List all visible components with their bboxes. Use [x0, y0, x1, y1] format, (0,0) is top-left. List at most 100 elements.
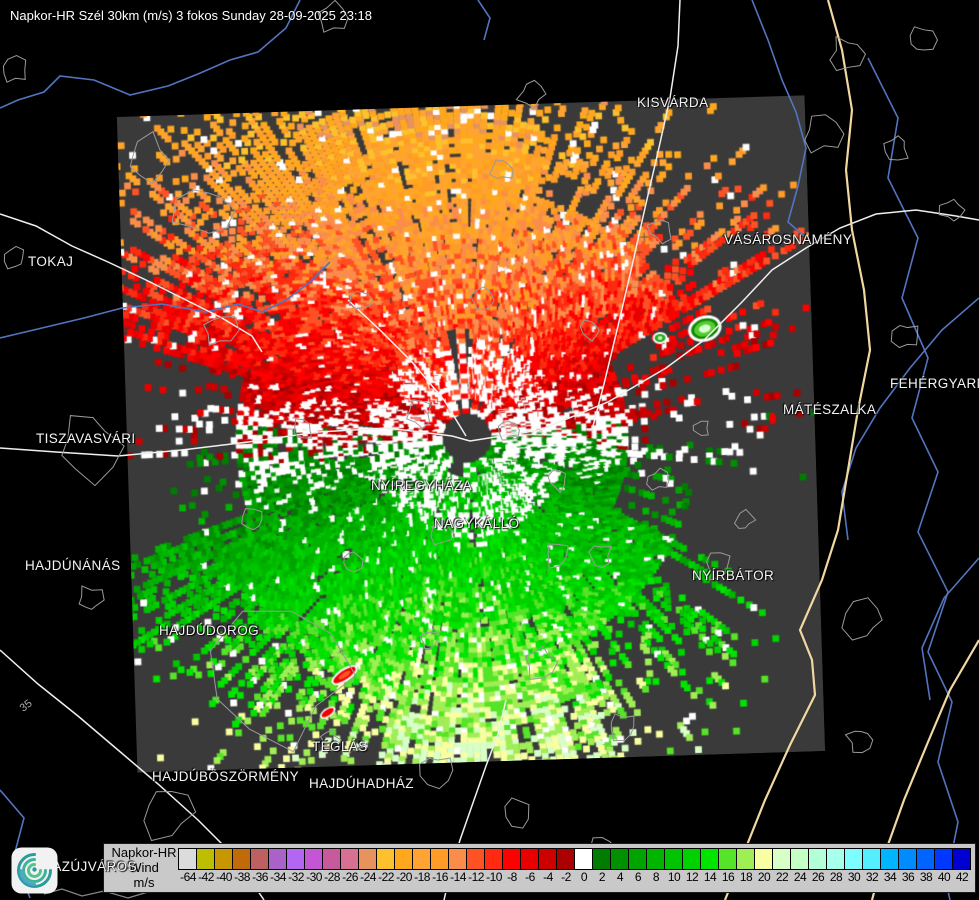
legend-box: [574, 848, 593, 870]
legend-value: -20: [396, 870, 412, 884]
weather-service-logo: [11, 847, 58, 899]
legend-unit: m/s: [133, 875, 155, 890]
legend-box: [808, 848, 827, 870]
legend-value: -12: [468, 870, 484, 884]
legend-box: [790, 848, 809, 870]
legend-color-boxes: [178, 848, 971, 870]
legend-value: -64: [180, 870, 196, 884]
legend-box: [952, 848, 971, 870]
legend-value: -8: [507, 870, 517, 884]
legend-box: [484, 848, 503, 870]
city-label: HAJDÚHADHÁZ: [309, 776, 414, 791]
map-line: [61, 415, 125, 487]
legend-box: [664, 848, 683, 870]
legend-value: 16: [721, 870, 735, 884]
legend-box: [934, 848, 953, 870]
map-line: [844, 730, 874, 754]
legend-box: [376, 848, 395, 870]
legend-box: [844, 848, 863, 870]
legend-value: 0: [580, 870, 588, 884]
legend-value: 8: [652, 870, 660, 884]
legend-value: 26: [811, 870, 825, 884]
legend-box: [340, 848, 359, 870]
city-label: TOKAJ: [28, 254, 74, 269]
map-line: [78, 585, 105, 610]
legend-box: [250, 848, 269, 870]
legend-box: [862, 848, 881, 870]
legend-box: [466, 848, 485, 870]
legend-box: [718, 848, 737, 870]
map-line: [909, 26, 939, 51]
city-label: HAJDÚBÖSZÖRMÉNY: [152, 769, 300, 784]
legend-box: [538, 848, 557, 870]
legend-value: -16: [432, 870, 448, 884]
legend-box: [178, 848, 197, 870]
city-label: HAJDÚDOROG: [159, 623, 260, 638]
legend-value: 38: [919, 870, 933, 884]
legend-value: 4: [616, 870, 624, 884]
legend-value: 12: [685, 870, 699, 884]
legend-box: [682, 848, 701, 870]
legend-box: [628, 848, 647, 870]
legend-box: [700, 848, 719, 870]
legend-box: [754, 848, 773, 870]
legend-value: -14: [450, 870, 466, 884]
legend-value: -18: [414, 870, 430, 884]
legend-box: [592, 848, 611, 870]
legend-box: [898, 848, 917, 870]
legend-value: -2: [561, 870, 571, 884]
city-label: KISVÁRDA: [637, 95, 709, 110]
map-line: [143, 791, 197, 842]
legend-box: [286, 848, 305, 870]
legend-box: [358, 848, 377, 870]
legend-value: -40: [216, 870, 232, 884]
legend-box: [232, 848, 251, 870]
city-label: FEHÉRGYARMAT: [890, 376, 979, 391]
legend-value: -22: [378, 870, 394, 884]
legend-value: 28: [829, 870, 843, 884]
legend-box: [916, 848, 935, 870]
legend-box: [214, 848, 233, 870]
legend-value: 34: [883, 870, 897, 884]
legend-value: 32: [865, 870, 879, 884]
map-line: [890, 324, 919, 349]
legend-box: [736, 848, 755, 870]
legend-value: 42: [955, 870, 969, 884]
legend-box: [520, 848, 539, 870]
map-line: [829, 35, 867, 72]
map-line: [2, 55, 27, 83]
legend-box: [448, 848, 467, 870]
legend-box: [646, 848, 665, 870]
map-line: [867, 57, 959, 900]
legend-value: -34: [270, 870, 286, 884]
legend-box: [610, 848, 629, 870]
color-scale-legend: Napkor-HR Wind m/s -64 -42 -40 -38 -36 -34 -32…: [103, 843, 976, 893]
legend-value: 14: [703, 870, 717, 884]
road-number-label: 35: [17, 697, 35, 715]
legend-box: [880, 848, 899, 870]
legend-box: [268, 848, 287, 870]
legend-value: 40: [937, 870, 951, 884]
legend-value: -6: [525, 870, 535, 884]
legend-box: [556, 848, 575, 870]
city-label: TISZAVASVÁRI: [36, 431, 136, 446]
legend-value: -30: [306, 870, 322, 884]
legend-box: [772, 848, 791, 870]
map-line: [921, 557, 979, 701]
legend-product: Napkor-HR: [111, 845, 177, 860]
map-line: [841, 297, 979, 541]
city-label: TÉGLÁS: [312, 739, 368, 754]
legend-value: 20: [757, 870, 771, 884]
city-label: NYÍREGYHÁZA: [371, 478, 473, 493]
legend-box: [826, 848, 845, 870]
map-line: [504, 797, 530, 829]
legend-value: -42: [198, 870, 214, 884]
legend-value: -4: [543, 870, 553, 884]
legend-value: -32: [288, 870, 304, 884]
city-label: NAGYKÁLLÓ: [434, 516, 520, 531]
map-line: [938, 198, 966, 222]
legend-value: -28: [324, 870, 340, 884]
legend-value: 6: [634, 870, 642, 884]
legend-box: [430, 848, 449, 870]
legend-value: -26: [342, 870, 358, 884]
